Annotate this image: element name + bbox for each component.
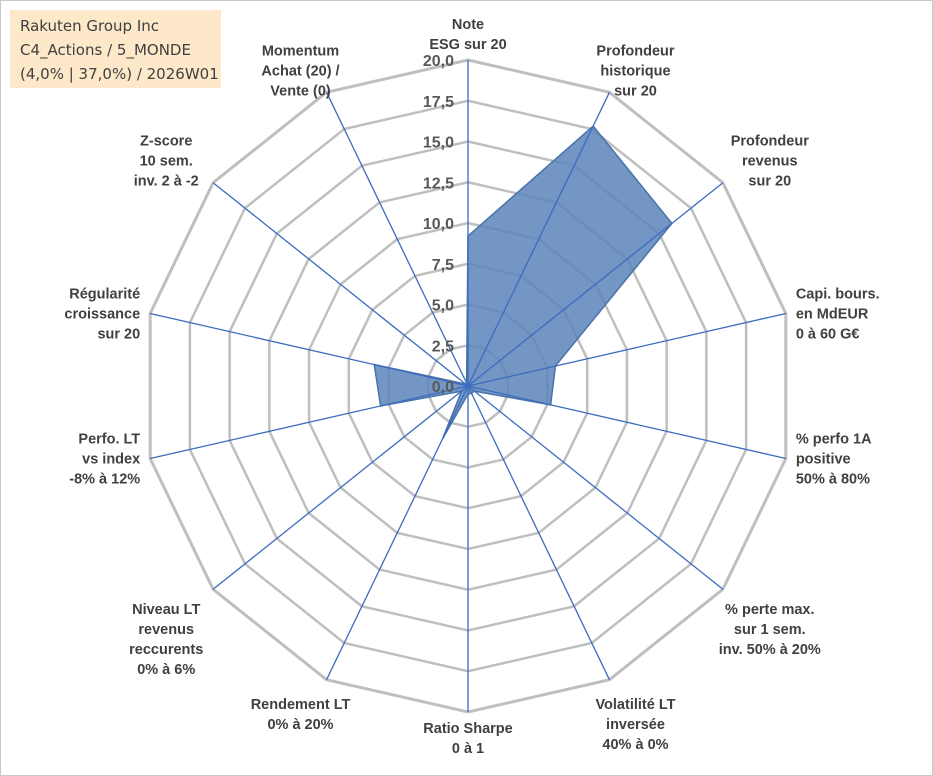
portfolio-name: C4_Actions / 5_MONDE bbox=[20, 41, 191, 59]
tick-label: 20,0 bbox=[423, 53, 454, 70]
tick-label: 5,0 bbox=[432, 298, 454, 315]
axis-label: Volatilité LT inversée 40% à 0% bbox=[595, 697, 675, 753]
axis-spoke bbox=[467, 385, 611, 680]
axis-label-line: en MdEUR bbox=[796, 306, 869, 322]
axis-label-line: 10 sem. bbox=[140, 154, 193, 170]
company-name: Rakuten Group Inc bbox=[20, 17, 160, 35]
axis-label-line: Capi. bours. bbox=[796, 286, 880, 302]
tick-label: 17,5 bbox=[423, 94, 454, 111]
axis-spoke bbox=[212, 385, 469, 590]
axis-label: Momentum Achat (20) / Vente (0) bbox=[261, 43, 339, 99]
axis-label: Z-score 10 sem. inv. 2 à -2 bbox=[134, 134, 199, 190]
tick-label: 15,0 bbox=[423, 135, 454, 152]
axis-spoke bbox=[467, 182, 724, 387]
tick-label: 7,5 bbox=[432, 257, 454, 274]
axis-label-line: revenus bbox=[138, 622, 194, 638]
axis-spoke bbox=[467, 385, 786, 460]
tick-label: 12,5 bbox=[423, 175, 454, 192]
axis-label-line: positive bbox=[796, 452, 851, 468]
axis-label-line: 0 à 60 G€ bbox=[796, 326, 860, 342]
axis-label-line: sur 20 bbox=[614, 83, 657, 99]
axis-label-line: 50% à 80% bbox=[796, 472, 870, 488]
axis-label-line: Vente (0) bbox=[270, 83, 331, 99]
axis-label-line: -8% à 12% bbox=[69, 472, 140, 488]
axis-label-line: Note bbox=[452, 17, 484, 33]
axis-label-line: vs index bbox=[82, 452, 140, 468]
axis-label-line: Rendement LT bbox=[251, 697, 351, 713]
axis-label-line: 0% à 20% bbox=[267, 717, 333, 733]
axis-label: Capi. bours. en MdEUR 0 à 60 G€ bbox=[796, 286, 880, 342]
axis-label: Ratio Sharpe 0 à 1 bbox=[423, 721, 512, 757]
axis-label-line: ESG sur 20 bbox=[429, 37, 506, 53]
axis-label-line: inv. 50% à 20% bbox=[719, 642, 821, 658]
axis-label-line: historique bbox=[600, 63, 670, 79]
axis-label-line: Z-score bbox=[140, 134, 192, 150]
axis-label-line: % perfo 1A bbox=[796, 432, 872, 448]
axis-spoke bbox=[325, 385, 469, 680]
axis-label-line: inv. 2 à -2 bbox=[134, 174, 199, 190]
axis-label: Niveau LT revenus reccurents 0% à 6% bbox=[129, 602, 203, 678]
axis-label-line: inversée bbox=[606, 717, 665, 733]
axis-spoke bbox=[150, 312, 469, 387]
axis-label-line: revenus bbox=[742, 154, 798, 170]
tick-label: 10,0 bbox=[423, 216, 454, 233]
axis-label-line: sur 20 bbox=[748, 174, 791, 190]
chart-info-box: Rakuten Group Inc C4_Actions / 5_MONDE (… bbox=[10, 10, 221, 88]
axis-label-line: Profondeur bbox=[731, 134, 809, 150]
axis-label-line: Ratio Sharpe bbox=[423, 721, 512, 737]
axis-label: Profondeur historique sur 20 bbox=[596, 43, 674, 99]
axis-label: % perte max. sur 1 sem. inv. 50% à 20% bbox=[719, 602, 821, 658]
axis-label-line: Perfo. LT bbox=[78, 432, 140, 448]
axis-label-line: sur 20 bbox=[97, 326, 140, 342]
tick-label: 2,5 bbox=[432, 338, 454, 355]
axis-label: % perfo 1A positive 50% à 80% bbox=[796, 432, 872, 488]
axis-label: Rendement LT 0% à 20% bbox=[251, 697, 351, 733]
axis-spoke bbox=[150, 385, 469, 460]
axis-label-line: Régularité bbox=[69, 286, 140, 302]
axis-label-line: 0 à 1 bbox=[452, 741, 484, 757]
axis-label: Perfo. LT vs index -8% à 12% bbox=[69, 432, 140, 488]
axis-label: Note ESG sur 20 bbox=[429, 17, 506, 53]
axis-spoke bbox=[467, 312, 786, 387]
axis-label-line: Niveau LT bbox=[132, 602, 200, 618]
axis-label: Profondeur revenus sur 20 bbox=[731, 134, 809, 190]
axis-spoke bbox=[467, 385, 724, 590]
axis-label-line: Volatilité LT bbox=[595, 697, 675, 713]
period-info: (4,0% | 37,0%) / 2026W01 bbox=[20, 65, 219, 83]
axis-label-line: croissance bbox=[64, 306, 140, 322]
axis-spoke bbox=[325, 92, 469, 387]
axis-spoke bbox=[212, 182, 469, 387]
axis-label-line: 40% à 0% bbox=[602, 737, 668, 753]
axis-label-line: 0% à 6% bbox=[137, 662, 195, 678]
axis-label-line: reccurents bbox=[129, 642, 203, 658]
axis-label-line: % perte max. bbox=[725, 602, 814, 618]
axis-label-line: Profondeur bbox=[596, 43, 674, 59]
axis-label-line: Momentum bbox=[262, 43, 339, 59]
axis-label: Régularité croissance sur 20 bbox=[64, 286, 140, 342]
tick-label: 0,0 bbox=[432, 379, 454, 396]
axis-label-line: sur 1 sem. bbox=[734, 622, 806, 638]
axis-spoke bbox=[467, 92, 611, 387]
axis-label-line: Achat (20) / bbox=[261, 63, 339, 79]
